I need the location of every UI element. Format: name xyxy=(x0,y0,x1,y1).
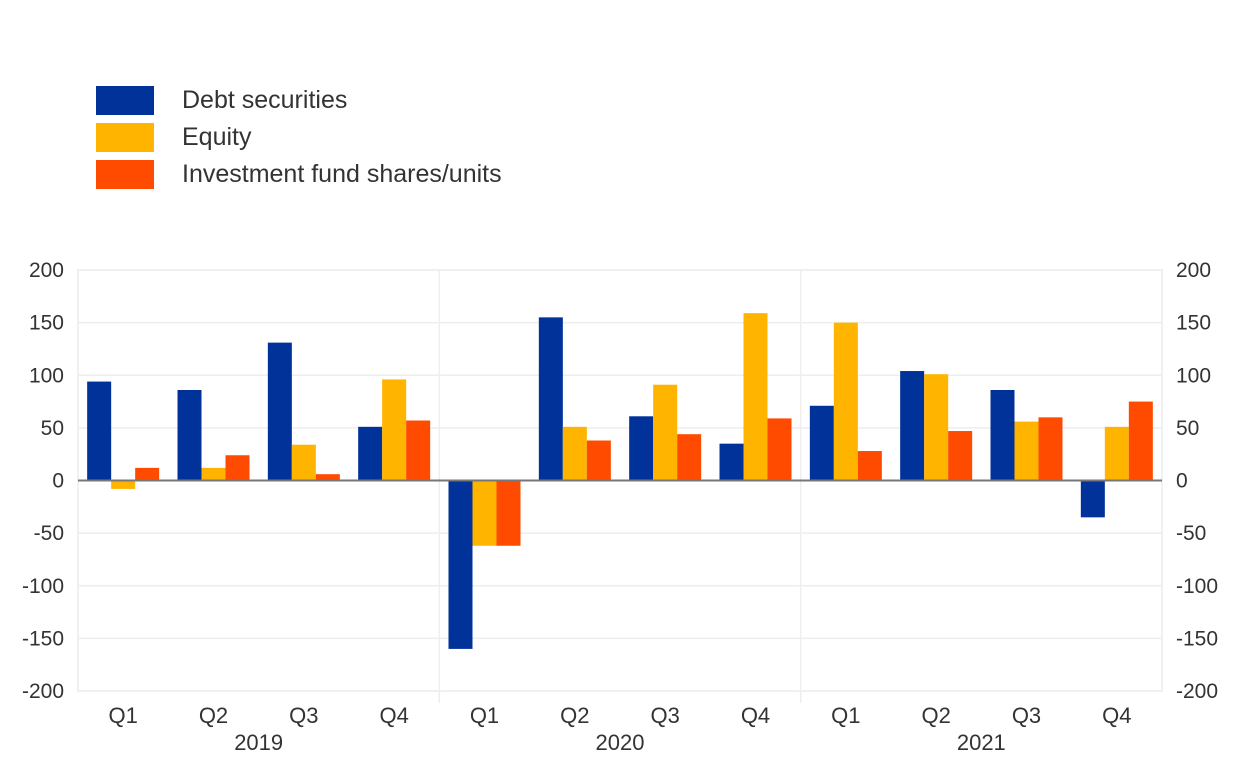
bar-equity-2019-q3 xyxy=(291,444,316,481)
x-tick-label-quarter: Q2 xyxy=(560,703,589,728)
x-tick-label-quarter: Q2 xyxy=(921,703,950,728)
y-tick-label-left: -100 xyxy=(22,575,64,598)
bar-equity-2020-q1 xyxy=(472,480,497,546)
bar-debt-securities-2019-q4 xyxy=(358,426,383,481)
bar-debt-securities-2019-q1 xyxy=(87,381,112,481)
legend-swatch-investment-fund xyxy=(96,160,154,189)
x-tick-label-quarter: Q4 xyxy=(741,703,770,728)
x-tick-label-quarter: Q3 xyxy=(650,703,679,728)
y-tick-label-right: -50 xyxy=(1176,522,1206,545)
y-tick-label-left: -150 xyxy=(22,627,64,650)
x-tick-label-quarter: Q4 xyxy=(1102,703,1131,728)
y-tick-label-left: -200 xyxy=(22,680,64,703)
bar-debt-securities-2019-q3 xyxy=(267,342,292,481)
bar-equity-2019-q2 xyxy=(201,467,226,481)
y-tick-label-left: 200 xyxy=(29,259,64,282)
y-tick-label-left: 100 xyxy=(29,364,64,387)
bar-equity-2021-q3 xyxy=(1014,421,1039,481)
bar-investment-fund-shares-units-2019-q4 xyxy=(406,420,431,481)
bar-equity-2021-q1 xyxy=(833,322,858,481)
y-tick-label-right: 50 xyxy=(1176,417,1199,440)
y-tick-label-right: 0 xyxy=(1176,470,1188,493)
x-tick-label-quarter: Q1 xyxy=(831,703,860,728)
x-tick-label-year: 2021 xyxy=(957,730,1006,755)
bar-investment-fund-shares-units-2019-q2 xyxy=(225,455,250,481)
chart-legend: Debt securities Equity Investment fund s… xyxy=(96,82,502,193)
y-tick-label-right: -200 xyxy=(1176,680,1218,703)
y-tick-label-right: 200 xyxy=(1176,259,1211,282)
bar-investment-fund-shares-units-2019-q1 xyxy=(135,467,160,481)
legend-item-investment-fund: Investment fund shares/units xyxy=(96,156,502,193)
y-tick-label-right: -100 xyxy=(1176,575,1218,598)
x-tick-label-quarter: Q1 xyxy=(470,703,499,728)
y-tick-label-left: 150 xyxy=(29,312,64,335)
bar-investment-fund-shares-units-2021-q3 xyxy=(1038,417,1063,481)
legend-swatch-debt-securities xyxy=(96,86,154,115)
bar-equity-2020-q4 xyxy=(743,313,768,481)
x-tick-label-quarter: Q3 xyxy=(1012,703,1041,728)
bar-investment-fund-shares-units-2020-q4 xyxy=(767,418,792,481)
legend-item-equity: Equity xyxy=(96,119,502,156)
x-tick-label-year: 2020 xyxy=(596,730,645,755)
bar-investment-fund-shares-units-2021-q4 xyxy=(1128,401,1153,481)
legend-label: Investment fund shares/units xyxy=(182,160,502,188)
bar-investment-fund-shares-units-2020-q3 xyxy=(677,434,702,481)
legend-label: Equity xyxy=(182,123,252,151)
bar-investment-fund-shares-units-2021-q2 xyxy=(948,431,973,481)
y-tick-label-right: 100 xyxy=(1176,364,1211,387)
bar-equity-2020-q3 xyxy=(653,384,678,481)
x-tick-label-quarter: Q1 xyxy=(108,703,137,728)
legend-item-debt-securities: Debt securities xyxy=(96,82,502,119)
bar-equity-2019-q4 xyxy=(382,379,407,481)
legend-swatch-equity xyxy=(96,123,154,152)
y-tick-label-left: 50 xyxy=(41,417,64,440)
legend-label: Debt securities xyxy=(182,86,348,114)
bar-equity-2021-q2 xyxy=(924,374,949,481)
year-separators xyxy=(438,270,802,703)
bar-debt-securities-2021-q4 xyxy=(1080,480,1105,518)
x-tick-label-quarter: Q4 xyxy=(379,703,408,728)
axis-labels: 200 200 150 150 100 100 50 50 0 0 -50 -50 -100 -100 -1… xyxy=(22,259,1218,755)
bar-debt-securities-2020-q3 xyxy=(629,416,654,481)
x-tick-label-quarter: Q2 xyxy=(199,703,228,728)
bar-equity-2020-q2 xyxy=(562,426,587,481)
bar-equity-2021-q4 xyxy=(1104,426,1129,481)
bar-debt-securities-2020-q1 xyxy=(448,480,473,649)
bars xyxy=(87,313,1153,649)
y-tick-label-right: -150 xyxy=(1176,627,1218,650)
x-tick-label-quarter: Q3 xyxy=(289,703,318,728)
y-tick-label-right: 150 xyxy=(1176,312,1211,335)
bar-debt-securities-2021-q3 xyxy=(990,389,1015,481)
y-tick-label-left: 0 xyxy=(52,470,64,493)
x-tick-label-year: 2019 xyxy=(234,730,283,755)
bar-debt-securities-2020-q4 xyxy=(719,443,744,481)
bar-debt-securities-2020-q2 xyxy=(538,317,563,481)
bar-debt-securities-2021-q1 xyxy=(809,405,834,481)
bar-debt-securities-2019-q2 xyxy=(177,389,202,481)
bar-equity-2019-q1 xyxy=(111,480,136,489)
bar-investment-fund-shares-units-2019-q3 xyxy=(315,474,340,481)
bar-investment-fund-shares-units-2020-q2 xyxy=(586,440,611,481)
y-tick-label-left: -50 xyxy=(34,522,64,545)
bar-debt-securities-2021-q2 xyxy=(900,371,925,481)
bar-investment-fund-shares-units-2021-q1 xyxy=(857,451,882,481)
bar-investment-fund-shares-units-2020-q1 xyxy=(496,480,521,546)
